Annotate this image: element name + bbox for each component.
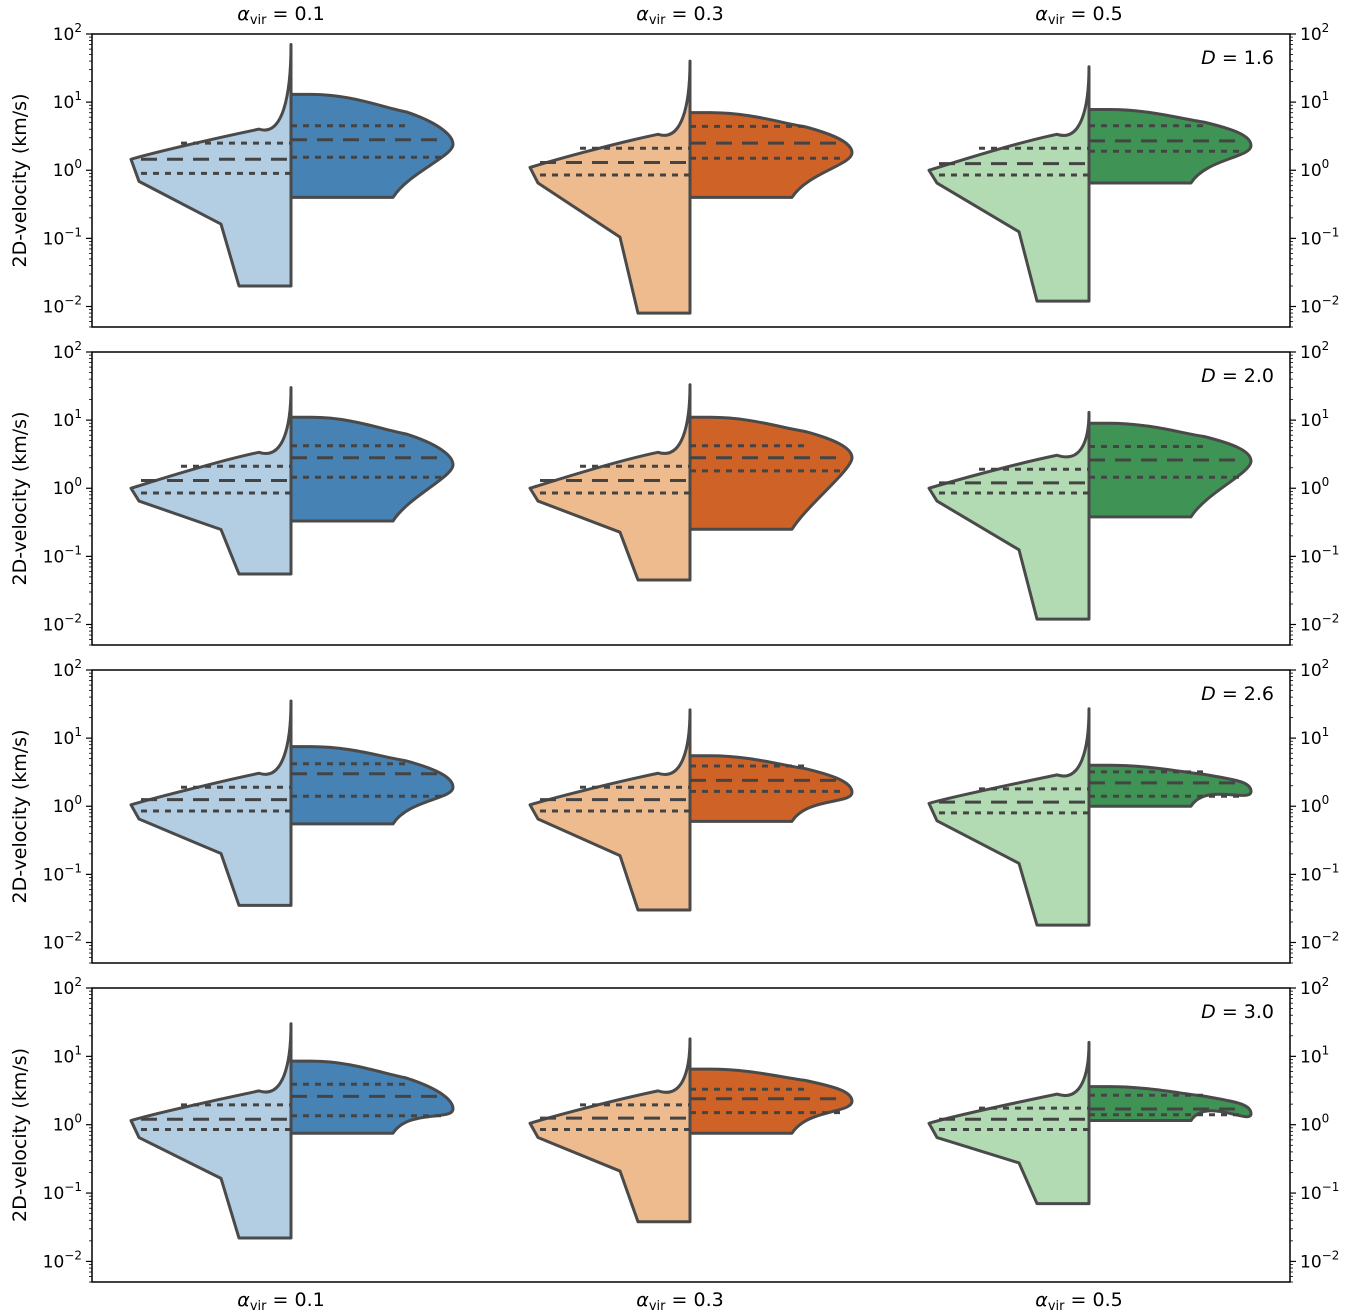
panel-annotation: D = 2.6 [1201,683,1274,705]
y-tick-label-right: 10−1 [1300,543,1339,567]
y-tick-label-right: 10−2 [1300,1248,1339,1272]
y-tick-label-right: 10−2 [1300,929,1339,953]
y-tick-label-left: 100 [53,793,82,817]
violin-left-half [927,1040,1091,1206]
violin-right-half [289,415,455,523]
violin-1 [129,1022,455,1240]
y-tick-label-right: 10−2 [1300,293,1339,317]
column-label-top: αvir = 0.3 [636,3,723,28]
y-tick-label-right: 101 [1300,725,1329,749]
y-tick-label-left: 102 [53,21,82,45]
panel-annotation: D = 1.6 [1201,47,1274,69]
y-tick-label-right: 101 [1300,1043,1329,1067]
violin-right-half [1087,421,1253,519]
y-tick-label-left: 101 [53,89,82,113]
violin-left-half [528,708,692,912]
violin-left-half [927,65,1091,303]
y-tick-label-left: 102 [53,657,82,681]
violin-left-half [129,43,293,288]
y-tick-label-left: 10−2 [43,929,82,953]
violin-2 [528,59,854,315]
violin-2 [528,708,854,912]
y-tick-label-right: 102 [1300,975,1329,999]
y-tick-label-right: 101 [1300,89,1329,113]
violin-3 [927,707,1253,927]
y-tick-label-left: 100 [53,475,82,499]
y-tick-label-right: 10−2 [1300,611,1339,635]
panel-annotation: D = 2.0 [1201,365,1274,387]
y-tick-label-left: 102 [53,975,82,999]
violin-left-half [129,386,293,576]
y-axis-label: 2D-velocity (km/s) [9,730,31,904]
column-label-bottom: αvir = 0.5 [1035,1289,1122,1313]
y-axis-label: 2D-velocity (km/s) [9,1048,31,1222]
violin-right-half [1087,107,1253,185]
y-tick-label-left: 101 [53,1043,82,1067]
y-tick-label-left: 100 [53,157,82,181]
violin-1 [129,43,455,288]
violin-3 [927,1040,1253,1206]
violin-left-half [528,383,692,582]
y-tick-label-left: 10−1 [43,861,82,885]
y-tick-label-left: 101 [53,725,82,749]
panel-3: 10−2 10−2 10−1 10−1 100 100 101 101 102 102 D = 2.… [43,657,1339,964]
y-tick-label-left: 101 [53,407,82,431]
violin-left-half [927,410,1091,621]
y-tick-label-right: 102 [1300,21,1329,45]
violin-3 [927,65,1253,303]
violin-1 [129,699,455,907]
y-tick-label-left: 10−2 [43,611,82,635]
y-tick-label-right: 100 [1300,1112,1329,1136]
column-label-bottom: αvir = 0.1 [237,1289,324,1313]
y-tick-label-right: 10−1 [1300,1180,1339,1204]
violin-right-half [688,415,854,531]
y-axis-label: 2D-velocity (km/s) [9,412,31,586]
violin-2 [528,383,854,582]
violin-right-half [289,92,455,199]
y-axis-label: 2D-velocity (km/s) [9,94,31,268]
y-tick-label-left: 100 [53,1112,82,1136]
y-tick-label-left: 10−1 [43,1180,82,1204]
column-label-top: αvir = 0.5 [1035,3,1122,28]
y-tick-label-right: 100 [1300,475,1329,499]
violin-left-half [927,707,1091,927]
y-tick-label-left: 10−1 [43,225,82,249]
panels: 10−2 10−2 10−1 10−1 100 100 101 101 102 102 D = 1.… [43,21,1339,1283]
y-tick-label-left: 10−2 [43,293,82,317]
y-tick-label-right: 100 [1300,793,1329,817]
violin-right-half [289,745,455,826]
column-label-bottom: αvir = 0.3 [636,1289,723,1313]
panel-annotation: D = 3.0 [1201,1001,1274,1023]
y-axis-labels: 2D-velocity (km/s) 2D-velocity (km/s) 2D-v… [9,94,31,1223]
y-tick-label-right: 101 [1300,407,1329,431]
violin-right-half [688,111,854,199]
y-tick-label-left: 102 [53,339,82,363]
violin-right-half [688,754,854,823]
y-tick-label-right: 102 [1300,339,1329,363]
violin-left-half [528,1037,692,1224]
y-tick-label-left: 10−1 [43,543,82,567]
panel-4: 10−2 10−2 10−1 10−1 100 100 101 101 102 102 D = 3.… [43,975,1339,1283]
violin-left-half [129,699,293,907]
violin-2 [528,1037,854,1224]
y-tick-label-right: 10−1 [1300,225,1339,249]
y-tick-label-left: 10−2 [43,1248,82,1272]
violin-left-half [528,59,692,315]
panel-2: 10−2 10−2 10−1 10−1 100 100 101 101 102 102 D = 2.… [43,339,1339,646]
y-tick-label-right: 100 [1300,157,1329,181]
column-label-top: αvir = 0.1 [237,3,324,28]
violin-1 [129,386,455,576]
panel-1: 10−2 10−2 10−1 10−1 100 100 101 101 102 102 D = 1.… [43,21,1339,328]
column-labels-top: αvir = 0.1 αvir = 0.3 αvir = 0.5 [237,3,1122,28]
violin-right-half [688,1067,854,1135]
violin-left-half [129,1022,293,1240]
y-tick-label-right: 10−1 [1300,861,1339,885]
y-tick-label-right: 102 [1300,657,1329,681]
violin-3 [927,410,1253,621]
column-labels-bottom: αvir = 0.1 αvir = 0.3 αvir = 0.5 [237,1289,1122,1313]
